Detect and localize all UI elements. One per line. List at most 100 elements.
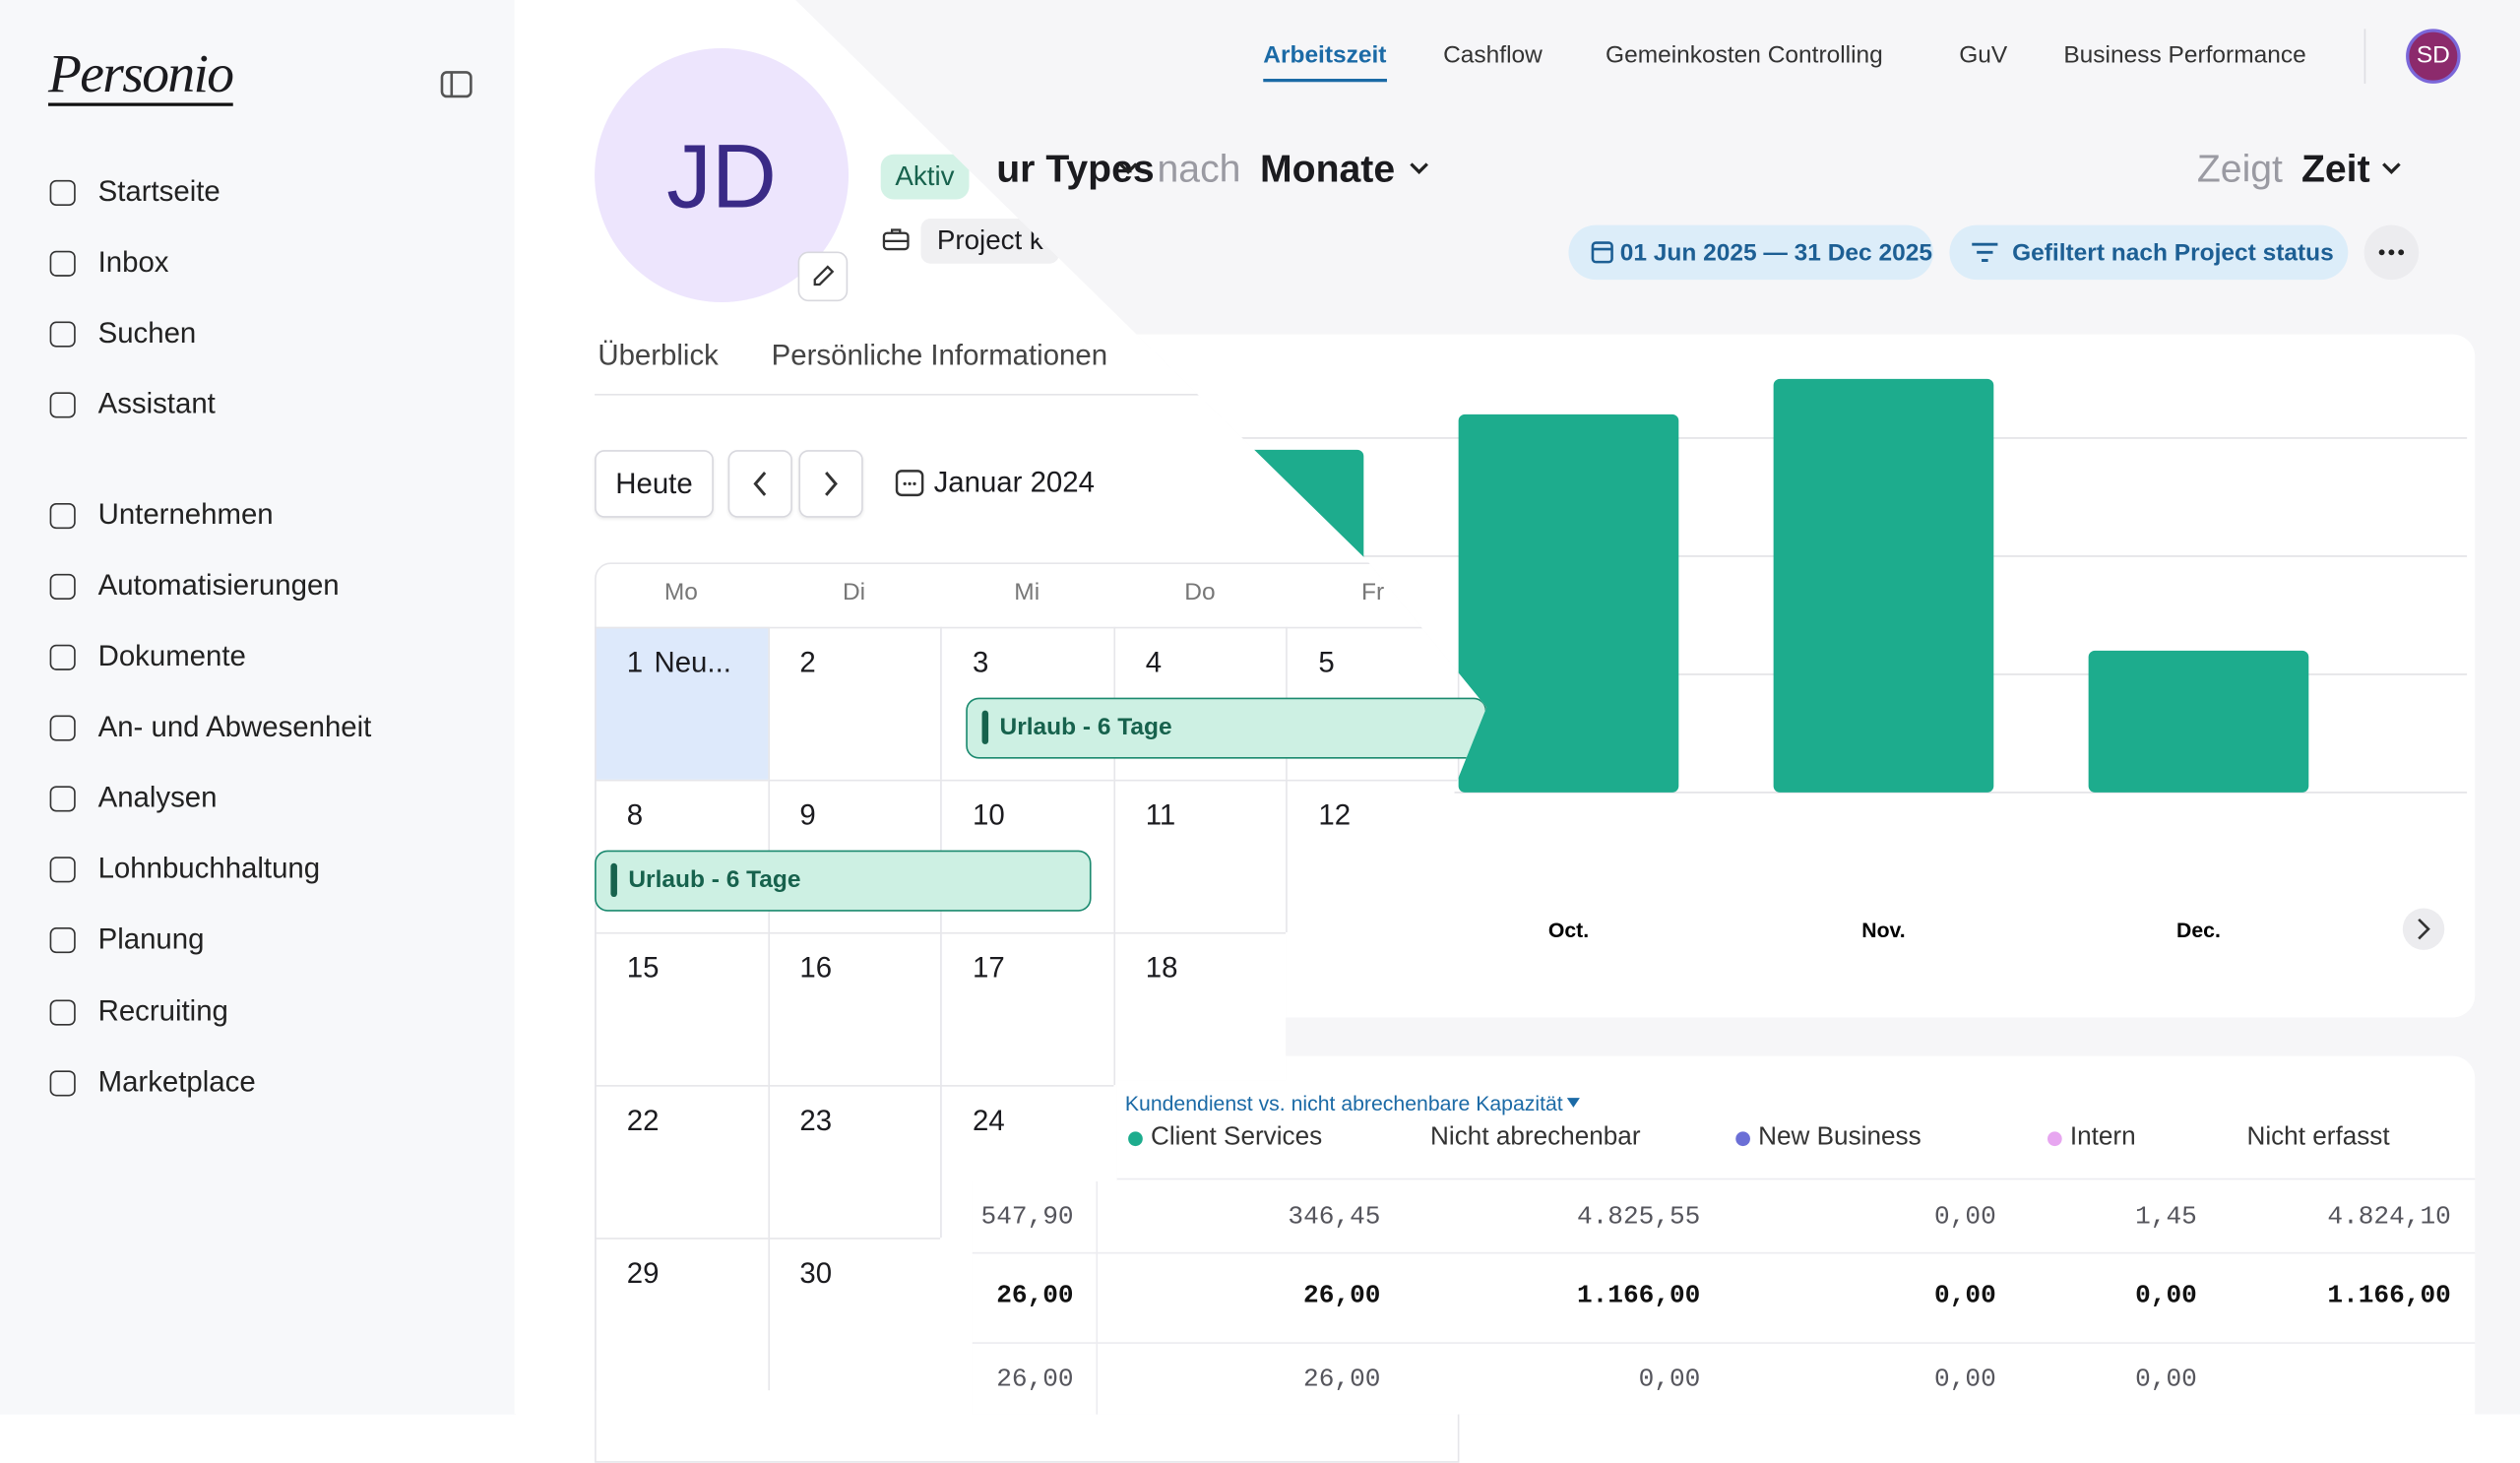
nav-item[interactable]: Analysen [97, 781, 218, 814]
day-cell[interactable] [767, 1238, 941, 1391]
date-range-pill[interactable]: 01 Jun 2025 — 31 Dec 2025 [1568, 224, 1934, 281]
cell: 1,45 [2135, 1202, 2197, 1232]
nav-item[interactable]: Recruiting [97, 994, 228, 1028]
column-header: Intern [2069, 1123, 2136, 1151]
nav-icon [49, 573, 76, 600]
filter-pill[interactable]: Gefiltert nach Project status [1949, 224, 2349, 281]
active-tab-underline [1263, 79, 1387, 83]
cell: 26,00 [996, 1281, 1074, 1310]
legend-dot [2048, 1131, 2062, 1147]
connector: nach [1157, 148, 1241, 192]
briefcase-icon [882, 228, 910, 251]
today-button[interactable]: Heute [595, 450, 714, 518]
nav-item[interactable]: Dokumente [97, 639, 246, 672]
column-header: Nicht erfasst [2246, 1123, 2390, 1151]
day-cell[interactable] [1286, 779, 1460, 932]
top-tab[interactable]: GuV [1959, 41, 2008, 70]
nav-icon [49, 392, 76, 418]
day-number: 8 [626, 798, 644, 832]
user-avatar[interactable]: SD [2406, 29, 2461, 84]
row-divider [964, 1342, 2476, 1344]
event[interactable]: Urlaub - 6 Tage [595, 850, 1092, 912]
cell: 26,00 [1303, 1365, 1381, 1394]
cell: 547,90 [980, 1202, 1074, 1232]
more-button[interactable] [2362, 223, 2421, 282]
day-number: 12 [1318, 798, 1352, 832]
top-tab[interactable]: Gemeinkosten Controlling [1606, 41, 1883, 70]
x-tick-label: Dec. [2176, 920, 2221, 942]
day-number: 15 [626, 951, 660, 985]
cell: 0,00 [1638, 1365, 1701, 1394]
cell: 1.166,00 [1576, 1281, 1701, 1310]
tab[interactable]: Persönliche Informationen [771, 339, 1108, 372]
screen: Personio Startseite Inbox Suchen Assistant U… [47, 0, 2476, 1463]
day-cell[interactable] [940, 1085, 1114, 1239]
prev-button[interactable] [727, 450, 792, 518]
day-number: 5 [1318, 646, 1335, 678]
day-cell[interactable] [940, 931, 1114, 1086]
shows-value[interactable]: Zeit [2300, 148, 2370, 192]
weekday: Do [1184, 578, 1216, 606]
nav-item[interactable]: Automatisierungen [97, 568, 340, 602]
day-cell[interactable] [595, 1085, 768, 1239]
next-button[interactable] [798, 450, 863, 518]
edit-avatar[interactable] [797, 251, 849, 302]
nav-item[interactable]: Unternehmen [97, 498, 274, 531]
day-number: 23 [799, 1104, 833, 1137]
day-cell[interactable] [940, 626, 1114, 780]
calendar-icon [895, 470, 924, 497]
day-cell[interactable] [1113, 779, 1287, 932]
cell: 1.166,00 [2327, 1281, 2451, 1310]
nav-icon [49, 179, 76, 206]
nav-icon [49, 927, 76, 954]
top-tab[interactable]: Arbeitszeit [1263, 41, 1387, 70]
nav-item[interactable]: Lohnbuchhaltung [97, 852, 321, 884]
logo[interactable]: Personio [47, 44, 234, 106]
nav-item[interactable]: Suchen [97, 316, 197, 350]
day-number: 17 [973, 951, 1005, 985]
nav-icon [49, 857, 76, 883]
bar [1773, 378, 1994, 793]
nav-icon [49, 786, 76, 812]
bar [2088, 650, 2309, 793]
column-header: Client Services [1150, 1123, 1323, 1151]
table-title-text: Kundendienst vs. nicht abrechenbare Kapa… [1124, 1091, 1563, 1116]
top-tab[interactable]: Cashflow [1443, 41, 1543, 70]
sidebar-toggle[interactable] [440, 71, 472, 98]
tab[interactable]: Überblick [598, 339, 719, 372]
event[interactable]: Urlaub - 6 Tage [966, 697, 1487, 759]
nav-icon [49, 644, 76, 670]
day-cell[interactable] [767, 931, 941, 1086]
cell: 26,00 [1303, 1281, 1381, 1310]
nav-item[interactable]: Marketplace [97, 1065, 256, 1099]
day-cell[interactable] [595, 626, 768, 780]
day-number: 10 [973, 798, 1005, 832]
row-divider [964, 1251, 2476, 1254]
nav-item[interactable]: Inbox [97, 245, 169, 279]
day-cell[interactable] [595, 931, 768, 1086]
nav-item[interactable]: An- und Abwesenheit [97, 710, 372, 743]
day-cell[interactable] [1113, 931, 1287, 1086]
legend-dot [1128, 1131, 1143, 1147]
nav-item[interactable]: Assistant [97, 387, 216, 420]
day-cell[interactable] [767, 1085, 941, 1239]
chevron [1118, 162, 1138, 175]
cell: 4.824,10 [2327, 1202, 2451, 1232]
day-cell[interactable] [595, 1238, 768, 1391]
nav-item[interactable]: Startseite [97, 174, 220, 208]
cell: 0,00 [1934, 1281, 1996, 1310]
weekday: Mo [663, 578, 698, 606]
chart-next[interactable] [2402, 908, 2445, 950]
cell: 0,00 [1934, 1202, 1996, 1232]
tab-divider [595, 393, 1270, 396]
page: Personio Startseite Inbox Suchen Assistant U… [47, 0, 2476, 1463]
nav-icon [49, 1070, 76, 1097]
table-title[interactable]: Kundendienst vs. nicht abrechenbare Kapa… [1125, 1092, 1586, 1115]
nav-item[interactable]: Planung [97, 922, 205, 955]
period[interactable]: Monate [1260, 148, 1396, 192]
top-tab[interactable]: Business Performance [2063, 41, 2306, 70]
day-number: 9 [799, 798, 816, 832]
day-cell[interactable] [767, 626, 941, 780]
chevron [2382, 162, 2401, 175]
chart-next-icon [2418, 918, 2430, 940]
